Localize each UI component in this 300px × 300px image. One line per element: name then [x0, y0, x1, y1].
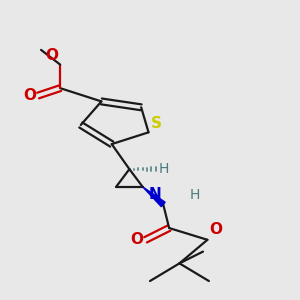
Text: O: O — [46, 48, 59, 63]
Text: N: N — [149, 187, 162, 202]
Text: O: O — [130, 232, 143, 247]
Polygon shape — [142, 187, 165, 207]
Text: O: O — [209, 222, 222, 237]
Text: O: O — [23, 88, 36, 103]
Text: H: H — [190, 188, 200, 202]
Text: S: S — [151, 116, 162, 131]
Text: H: H — [158, 162, 169, 176]
